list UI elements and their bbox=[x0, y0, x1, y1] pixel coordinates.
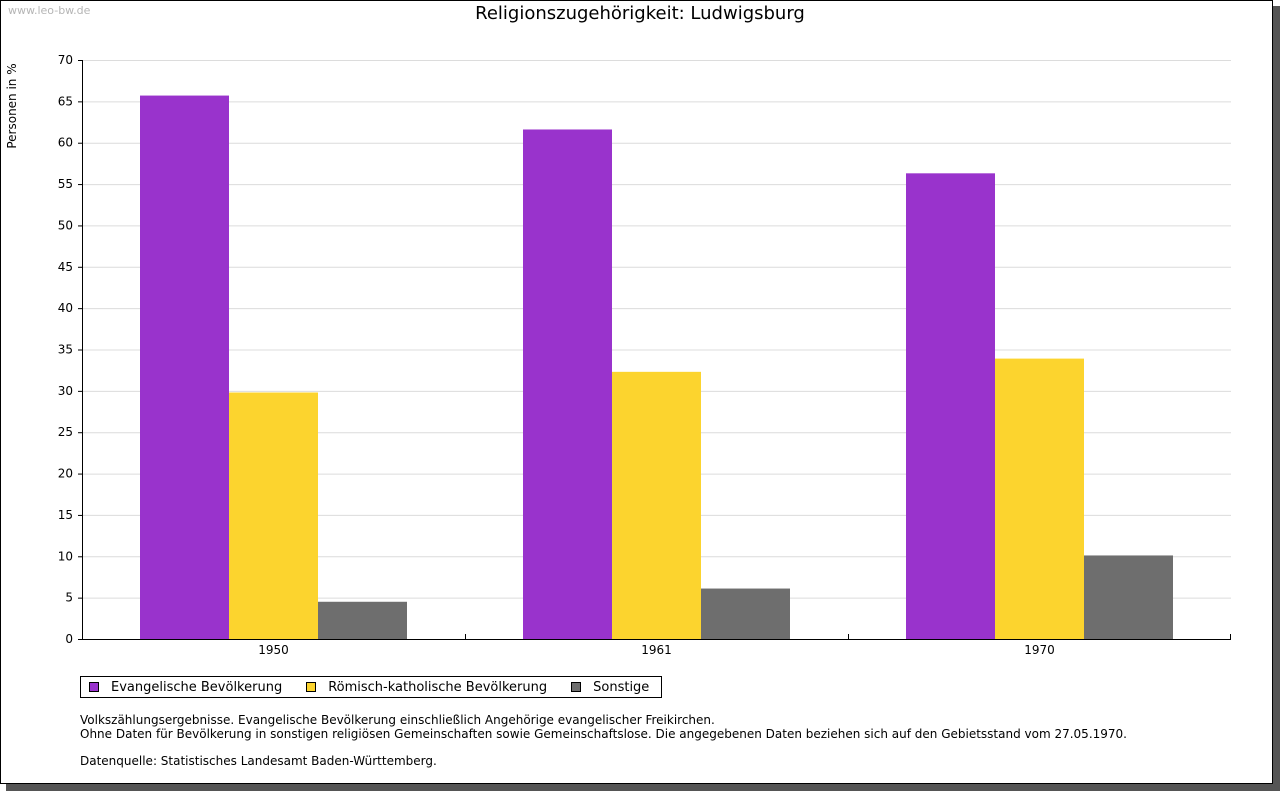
chart-legend: Evangelische Bevölkerung Römisch-katholis… bbox=[80, 676, 663, 698]
bar-1950-sonstige bbox=[318, 601, 407, 639]
bar-1970-r-misch-katholische-bev-lkerung bbox=[995, 358, 1084, 639]
y-tick-label-0: 0 bbox=[65, 632, 73, 646]
y-tick-label-50: 50 bbox=[58, 218, 73, 232]
frame-shadow-bottom bbox=[6, 784, 1280, 791]
legend-item-2: Sonstige bbox=[571, 680, 649, 695]
y-tick-label-60: 60 bbox=[58, 136, 73, 150]
y-tick-label-40: 40 bbox=[58, 301, 73, 315]
y-tick-label-55: 55 bbox=[58, 177, 73, 191]
chart-notes: Volkszählungsergebnisse. Evangelische Be… bbox=[80, 713, 1127, 768]
y-tick-label-15: 15 bbox=[58, 508, 73, 522]
bar-1970-sonstige bbox=[1084, 555, 1173, 639]
bar-1961-evangelische-bev-lkerung bbox=[523, 129, 612, 640]
y-tick-label-35: 35 bbox=[58, 343, 73, 357]
y-tick-label-10: 10 bbox=[58, 549, 73, 563]
chart-title: Religionszugehörigkeit: Ludwigsburg bbox=[475, 3, 805, 24]
bar-1970-evangelische-bev-lkerung bbox=[906, 173, 995, 639]
frame-shadow-right bbox=[1273, 6, 1280, 791]
note-line-2: Ohne Daten für Bevölkerung in sonstigen … bbox=[80, 727, 1127, 741]
y-tick-label-70: 70 bbox=[58, 53, 73, 67]
legend-item-1: Römisch-katholische Bevölkerung bbox=[306, 680, 547, 695]
watermark: www.leo-bw.de bbox=[8, 4, 91, 17]
legend-swatch-2 bbox=[571, 682, 582, 692]
x-tick-label-1950: 1950 bbox=[258, 643, 289, 657]
bar-1961-r-misch-katholische-bev-lkerung bbox=[612, 371, 701, 639]
data-source: Datenquelle: Statistisches Landesamt Bad… bbox=[80, 754, 437, 768]
y-tick-label-20: 20 bbox=[58, 467, 73, 481]
legend-label-1: Römisch-katholische Bevölkerung bbox=[328, 679, 548, 695]
legend-label-2: Sonstige bbox=[593, 679, 650, 695]
y-tick-label-65: 65 bbox=[58, 94, 73, 108]
bar-1950-evangelische-bev-lkerung bbox=[140, 95, 229, 640]
legend-item-0: Evangelische Bevölkerung bbox=[89, 680, 282, 695]
x-tick-label-1970: 1970 bbox=[1024, 643, 1055, 657]
bar-1950-r-misch-katholische-bev-lkerung bbox=[229, 392, 318, 639]
legend-swatch-1 bbox=[306, 682, 317, 692]
x-tick-label-1961: 1961 bbox=[641, 643, 672, 657]
y-tick-label-25: 25 bbox=[58, 425, 73, 439]
y-tick-label-30: 30 bbox=[58, 384, 73, 398]
legend-swatch-0 bbox=[89, 682, 99, 692]
legend-label-0: Evangelische Bevölkerung bbox=[111, 679, 283, 695]
note-line-1: Volkszählungsergebnisse. Evangelische Be… bbox=[80, 713, 715, 727]
y-tick-label-5: 5 bbox=[65, 591, 73, 605]
bar-1961-sonstige bbox=[701, 588, 790, 639]
y-tick-label-45: 45 bbox=[58, 260, 73, 274]
